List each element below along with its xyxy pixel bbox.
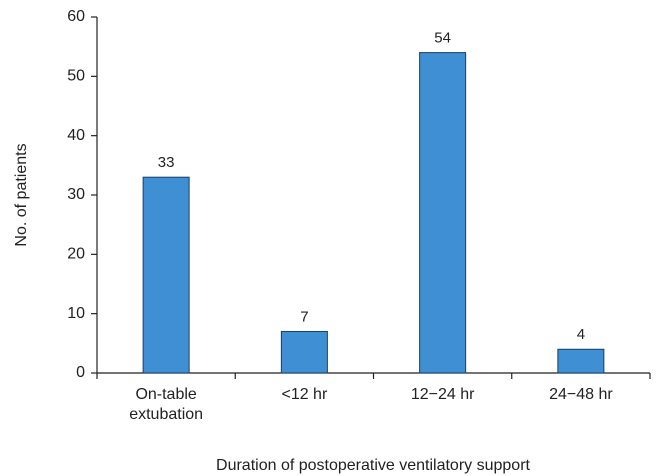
y-tick-label: 40	[67, 127, 85, 144]
x-tick-label: On-table extubation	[129, 386, 204, 423]
x-tick-label: <12 hr	[281, 386, 328, 403]
x-tick-label-box: 12−24 hr	[410, 386, 475, 403]
data-label: 7	[300, 308, 308, 325]
x-tick-label-box: <12 hr	[281, 386, 328, 403]
x-tick-label-box: On-table extubation	[129, 386, 204, 423]
bar	[557, 348, 605, 374]
y-tick-label: 60	[67, 8, 85, 25]
y-tick-label: 30	[67, 186, 85, 203]
x-tick-label-box: 24−48 hr	[549, 386, 613, 403]
bar	[419, 52, 467, 374]
x-tick-label: 12−24 hr	[410, 386, 475, 403]
y-axis-label: No. of patients	[13, 143, 30, 246]
y-tick-label: 50	[67, 68, 85, 85]
data-label: 4	[577, 326, 585, 343]
y-tick-label: 20	[67, 246, 85, 263]
bar	[280, 330, 328, 374]
y-tick-label: 0	[76, 364, 85, 381]
data-label: 54	[434, 30, 451, 47]
x-tick-label: 24−48 hr	[549, 386, 613, 403]
x-axis-label: Duration of postoperative ventilatory su…	[216, 457, 531, 474]
y-tick-label: 10	[67, 305, 85, 322]
data-label: 33	[158, 154, 175, 171]
bar	[142, 176, 190, 374]
